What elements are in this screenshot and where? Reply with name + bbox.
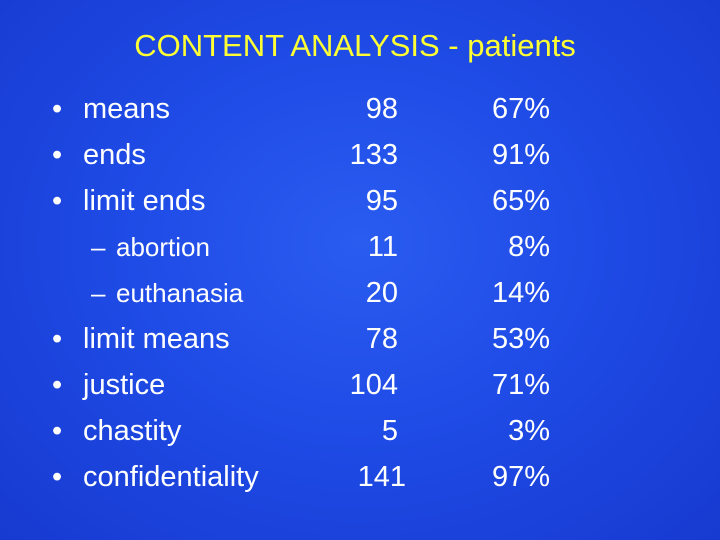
item-label: ends [83,139,146,171]
bullet-icon: • [52,185,63,217]
item-percent: 3% [508,415,550,447]
item-count: 141 [357,461,406,493]
bullet-icon: • [52,461,63,493]
dash-icon: – [91,232,106,262]
bullet-icon: • [52,415,63,447]
item-label: justice [83,369,166,401]
list-item-means: • means 98 67% [0,86,720,132]
item-count: 104 [349,369,398,401]
list-item-confidentiality: • confidentiality 141 97% [0,454,720,500]
item-count: 133 [349,139,398,171]
list-item-ends: • ends 133 91% [0,132,720,178]
item-percent: 67% [491,93,550,125]
item-count: 95 [365,185,398,217]
item-label: limit means [83,323,230,355]
bullet-icon: • [52,139,63,171]
item-percent: 53% [491,323,550,355]
item-label: chastity [83,415,182,447]
bullet-icon: • [52,93,63,125]
list-item-limit-means: • limit means 78 53% [0,316,720,362]
item-label: confidentiality [83,461,259,493]
item-count: 98 [365,93,398,125]
item-label: euthanasia [116,278,244,308]
list-item-justice: • justice 104 71% [0,362,720,408]
item-percent: 65% [491,185,550,217]
item-label: limit ends [83,185,206,217]
sub-item-abortion: – abortion 11 8% [0,224,720,270]
item-percent: 71% [491,369,550,401]
item-count: 20 [365,277,398,309]
item-count: 78 [365,323,398,355]
item-count: 5 [381,415,398,447]
bullet-icon: • [52,323,63,355]
item-count: 11 [367,231,398,263]
sub-item-euthanasia: – euthanasia 20 14% [0,270,720,316]
bullet-icon: • [52,369,63,401]
list-item-chastity: • chastity 5 3% [0,408,720,454]
item-percent: 97% [491,461,550,493]
item-percent: 91% [491,139,550,171]
item-percent: 14% [491,277,550,309]
slide-title: CONTENT ANALYSIS - patients [134,28,576,63]
item-percent: 8% [508,231,550,263]
dash-icon: – [91,278,106,308]
list-item-limit-ends: • limit ends 95 65% [0,178,720,224]
item-label: means [83,93,171,125]
item-label: abortion [116,232,210,262]
